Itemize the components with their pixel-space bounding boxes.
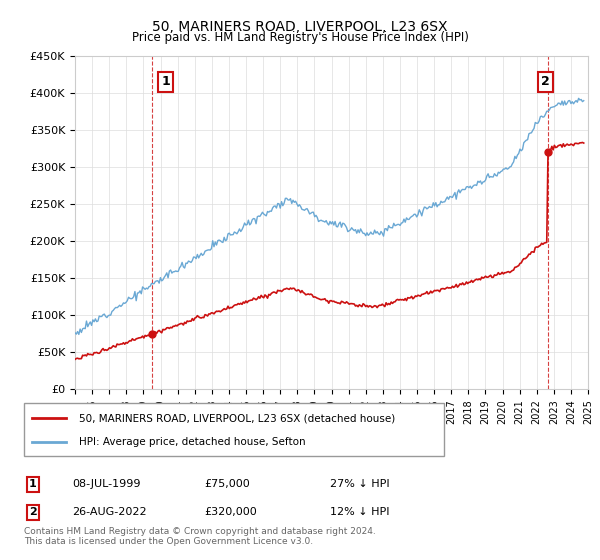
Text: Contains HM Land Registry data © Crown copyright and database right 2024.
This d: Contains HM Land Registry data © Crown c… — [24, 526, 376, 546]
Text: 50, MARINERS ROAD, LIVERPOOL, L23 6SX (detached house): 50, MARINERS ROAD, LIVERPOOL, L23 6SX (d… — [79, 413, 395, 423]
Text: 27% ↓ HPI: 27% ↓ HPI — [330, 479, 389, 489]
Text: £75,000: £75,000 — [204, 479, 250, 489]
Text: 08-JUL-1999: 08-JUL-1999 — [72, 479, 140, 489]
Text: 1: 1 — [161, 76, 170, 88]
Text: 1: 1 — [29, 479, 37, 489]
Text: Price paid vs. HM Land Registry's House Price Index (HPI): Price paid vs. HM Land Registry's House … — [131, 31, 469, 44]
Text: 2: 2 — [29, 507, 37, 517]
Text: £320,000: £320,000 — [204, 507, 257, 517]
Text: HPI: Average price, detached house, Sefton: HPI: Average price, detached house, Seft… — [79, 436, 305, 446]
FancyBboxPatch shape — [24, 403, 444, 456]
Text: 12% ↓ HPI: 12% ↓ HPI — [330, 507, 389, 517]
Text: 26-AUG-2022: 26-AUG-2022 — [72, 507, 146, 517]
Text: 2: 2 — [541, 76, 550, 88]
Text: 50, MARINERS ROAD, LIVERPOOL, L23 6SX: 50, MARINERS ROAD, LIVERPOOL, L23 6SX — [152, 20, 448, 34]
